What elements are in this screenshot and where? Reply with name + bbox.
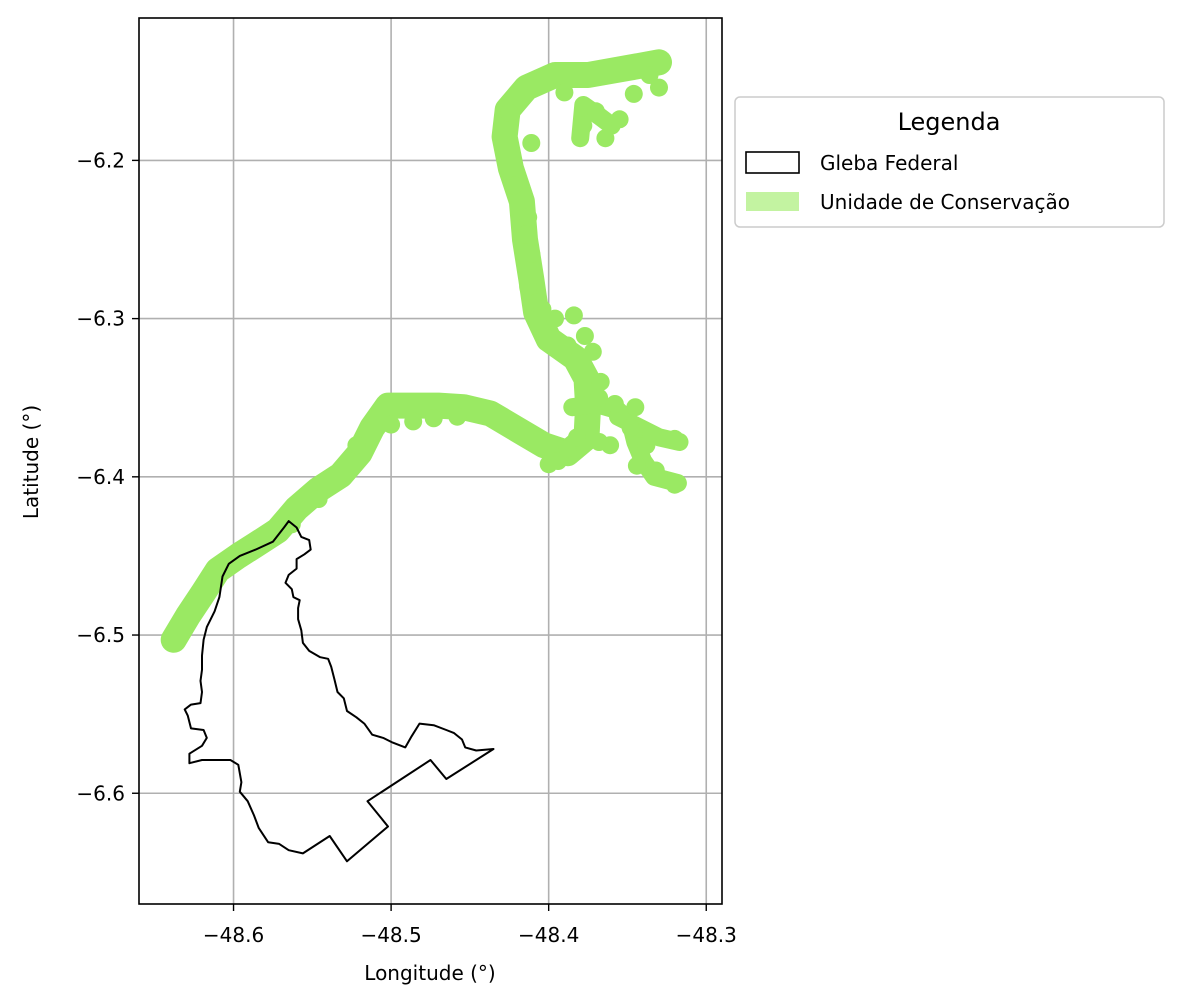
x-tick-label-2: −48.4 — [518, 923, 579, 947]
gleba-federal-polygon — [183, 520, 495, 863]
uc-blob-26 — [665, 475, 684, 494]
uc-blob-10 — [309, 490, 328, 508]
uc-blob-6 — [448, 407, 467, 426]
uc-blob-37 — [624, 84, 643, 103]
y-tick-label-4: −6.6 — [76, 781, 125, 805]
uc-blob-39 — [650, 78, 668, 97]
uc-blob-47 — [568, 428, 586, 447]
y-tick-label-1: −6.3 — [76, 307, 125, 331]
legend-title: Legenda — [898, 108, 1001, 136]
uc-blob-18 — [575, 327, 594, 345]
plot-frame — [138, 17, 723, 905]
legend: Legenda Gleba Federal Unidade de Conserv… — [734, 96, 1165, 228]
uc-blob-28 — [642, 426, 661, 445]
uc-blob-22 — [621, 418, 640, 437]
x-tick-label-0: −48.6 — [203, 923, 264, 947]
uc-blob-20 — [591, 372, 610, 391]
y-axis-label: Latitude (°) — [19, 405, 43, 519]
legend-swatch-gleba-federal — [745, 151, 800, 174]
uc-blob-46 — [590, 433, 609, 451]
uc-blob-42 — [533, 300, 552, 319]
uc-blob-45 — [626, 398, 645, 417]
uc-blob-29 — [665, 429, 684, 448]
gleba-federal-layer — [183, 520, 495, 863]
y-tick-label-0: −6.2 — [76, 148, 125, 172]
uc-blob-14 — [519, 278, 538, 296]
uc-blob-36 — [610, 110, 629, 129]
uc-blob-40 — [505, 176, 523, 195]
uc-blob-12 — [519, 208, 538, 227]
uc-blob-34 — [586, 102, 605, 121]
uc-blob-35 — [596, 129, 615, 148]
x-axis-label: Longitude (°) — [364, 961, 495, 985]
uc-blob-32 — [555, 83, 574, 102]
uc-blob-21 — [605, 395, 624, 413]
uc-blob-41 — [516, 225, 534, 244]
legend-box — [734, 96, 1165, 228]
uc-blob-44 — [590, 388, 609, 407]
uc-blob-33 — [574, 116, 593, 135]
uc-blob-24 — [627, 456, 646, 475]
uc-blob-13 — [522, 244, 541, 263]
uc-blob-30 — [522, 134, 541, 152]
uc-blob-38 — [640, 66, 659, 84]
y-tick-label-3: −6.5 — [76, 623, 125, 647]
x-tick-label-1: −48.5 — [360, 923, 421, 947]
legend-swatch-unidade-de-conservacao — [746, 192, 799, 211]
uc-blob-5 — [424, 409, 443, 428]
uc-blob-3 — [404, 412, 423, 431]
legend-label-unidade-de-conservacao: Unidade de Conservação — [820, 190, 1070, 214]
uc-blob-43 — [558, 336, 577, 355]
uc-blob-8 — [263, 520, 282, 538]
uc-blob-19 — [583, 342, 602, 361]
uc-blob-31 — [500, 103, 519, 122]
uc-blob-17 — [564, 306, 583, 325]
uc-blob-2 — [539, 455, 558, 474]
legend-label-gleba-federal: Gleba Federal — [820, 151, 958, 175]
uc-blob-25 — [646, 461, 665, 480]
unidade-de-conservacao-layer — [160, 49, 689, 653]
uc-blob-4 — [382, 415, 401, 434]
uc-blob-16 — [546, 309, 564, 328]
x-tick-label-3: −48.3 — [676, 923, 737, 947]
axis-ticks: −48.6 −48.5 −48.4 −48.3 −6.2 −6.3 −6.4 −6.5 −6.6 — [76, 148, 736, 947]
y-tick-label-2: −6.4 — [76, 465, 125, 489]
uc-blob-11 — [347, 436, 366, 455]
